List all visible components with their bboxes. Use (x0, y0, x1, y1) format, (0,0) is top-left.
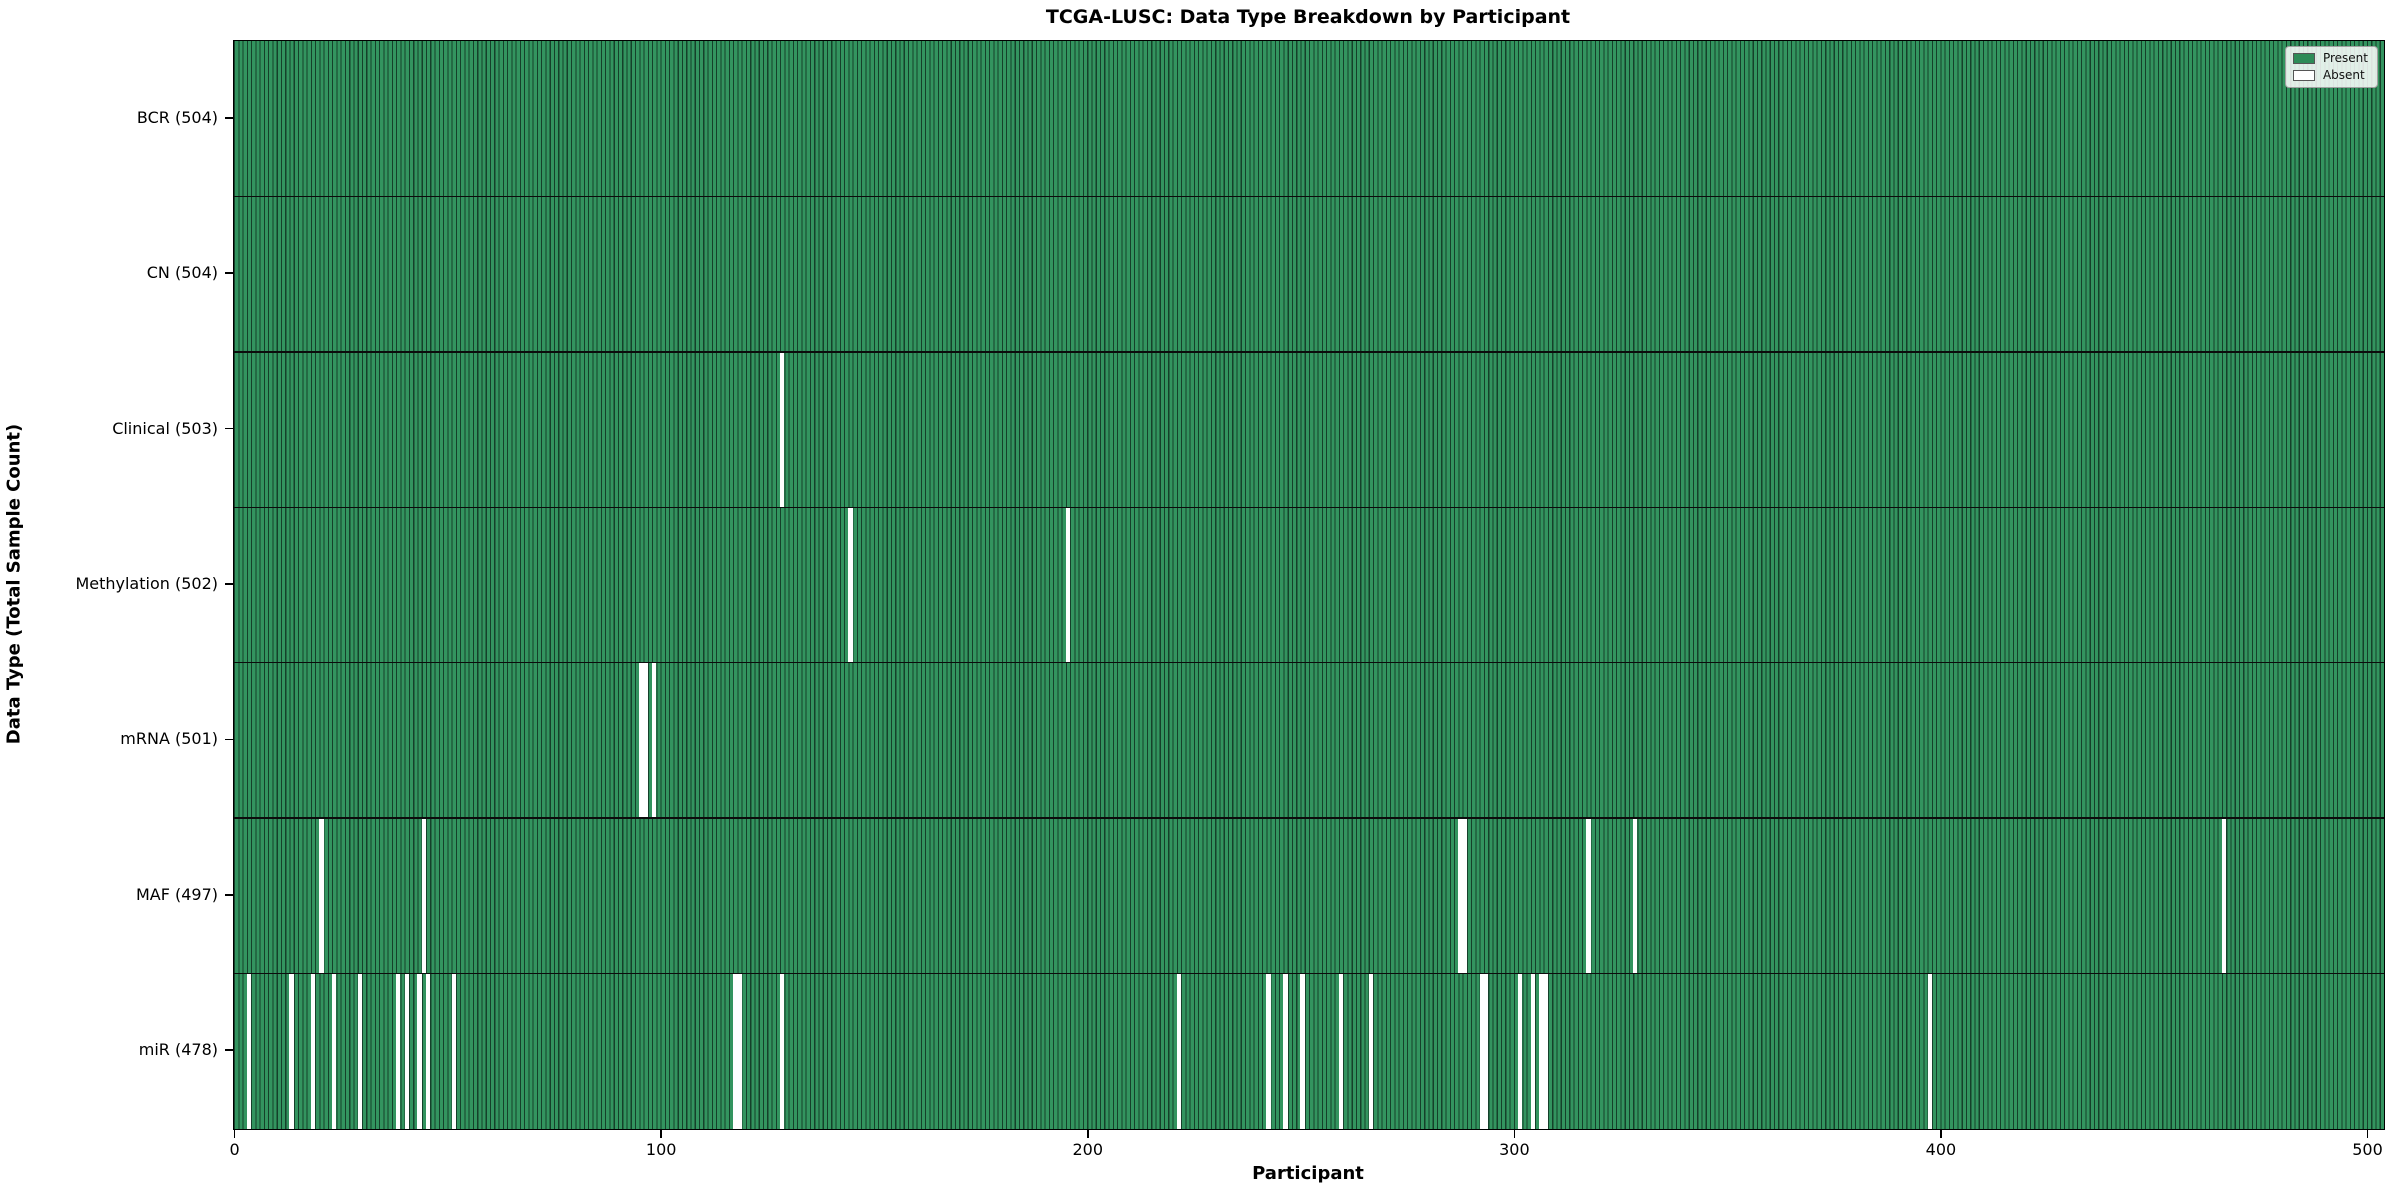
plot-area: Present Absent (233, 40, 2385, 1130)
absent-mark-mir-266 (1368, 973, 1373, 1129)
y-tick-mark (225, 894, 233, 896)
absent-mark-mir-221 (1176, 973, 1182, 1129)
absent-mark-maf-44 (421, 818, 426, 974)
absent-mark-mir-292 (1479, 973, 1484, 1129)
absent-mark-mir-397 (1927, 973, 1932, 1129)
x-tick-label-300: 300 (1499, 1140, 1530, 1159)
x-tick-mark (1086, 1130, 1089, 1138)
absent-mark-methylation-144 (848, 507, 853, 663)
y-tick-mark (225, 427, 233, 430)
absent-mark-mrna-96 (643, 662, 648, 819)
absent-mark-mir-259 (1338, 973, 1344, 1129)
y-tick-mark (225, 272, 233, 274)
y-tick-mark (225, 1049, 233, 1052)
absent-mark-mir-40 (404, 973, 409, 1129)
x-tick-label-200: 200 (1072, 1140, 1104, 1159)
row-separator (234, 351, 2384, 353)
absent-mark-mir-128 (780, 973, 785, 1129)
heatmap-row-cn (234, 196, 2384, 352)
x-tick-mark (660, 1130, 662, 1138)
y-tick-mark (225, 116, 233, 119)
absent-mark-mir-293 (1483, 973, 1489, 1129)
y-tick-mark (225, 738, 233, 741)
absent-mark-maf-288 (1462, 818, 1467, 974)
absent-mark-mir-23 (332, 973, 337, 1129)
absent-mark-mir-246 (1283, 973, 1288, 1129)
absent-mark-maf-328 (1633, 818, 1638, 974)
absent-mark-mir-304 (1530, 973, 1536, 1129)
heatmap-row-clinical (234, 351, 2384, 508)
absent-mark-mir-43 (417, 973, 422, 1129)
x-tick-label-100: 100 (645, 1140, 677, 1159)
absent-mark-maf-317 (1586, 818, 1591, 974)
chart-title: TCGA-LUSC: Data Type Breakdown by Partic… (1045, 6, 1571, 28)
legend-swatch-present (2292, 53, 2315, 64)
absent-mark-mir-3 (246, 973, 252, 1129)
absent-mark-mir-18 (310, 973, 316, 1129)
absent-mark-mir-13 (289, 973, 294, 1129)
absent-mark-mir-29 (357, 973, 362, 1129)
legend-item-present: Present (2292, 51, 2368, 65)
legend-label-present: Present (2322, 51, 2368, 65)
y-tick-label-mir: miR (478) (138, 1040, 218, 1060)
legend-swatch-absent (2292, 70, 2315, 81)
legend: Present Absent (2284, 46, 2378, 88)
absent-mark-clinical-128 (780, 351, 785, 508)
absent-mark-mrna-98 (652, 662, 657, 819)
absent-mark-mir-38 (396, 973, 401, 1129)
y-tick-label-clinical: Clinical (503) (112, 418, 218, 438)
absent-mark-mir-117 (733, 973, 738, 1129)
absent-mark-mir-306 (1539, 973, 1544, 1129)
absent-mark-maf-20 (319, 818, 324, 974)
y-axis-title: Data Type (Total Sample Count) (3, 423, 25, 745)
x-tick-label-500: 500 (2352, 1140, 2383, 1159)
x-tick-mark (1940, 1130, 1942, 1138)
y-tick-label-cn: CN (504) (146, 263, 218, 283)
legend-item-absent: Absent (2292, 68, 2368, 82)
y-tick-label-mrna: mRNA (501) (120, 729, 218, 749)
row-separator (234, 817, 2384, 819)
x-tick-mark (233, 1130, 236, 1138)
absent-mark-maf-466 (2221, 818, 2227, 974)
absent-mark-mir-242 (1266, 973, 1271, 1129)
legend-label-absent: Absent (2322, 68, 2365, 82)
heatmap-row-bcr (234, 41, 2384, 197)
x-tick-label-400: 400 (1925, 1140, 1957, 1159)
y-tick-label-bcr: BCR (504) (136, 107, 218, 127)
row-separator (234, 195, 2384, 198)
absent-mark-mir-118 (737, 973, 742, 1129)
row-separator (234, 972, 2384, 975)
x-tick-mark (1513, 1130, 1516, 1138)
y-tick-label-methylation: Methylation (502) (75, 574, 218, 593)
absent-mark-mir-51 (451, 973, 456, 1129)
row-separator (234, 662, 2384, 664)
absent-mark-mir-45 (425, 973, 431, 1129)
x-tick-label-0: 0 (229, 1140, 240, 1159)
row-separator (234, 506, 2384, 508)
absent-mark-mir-250 (1300, 973, 1305, 1129)
heatmap-row-mrna (234, 662, 2384, 819)
absent-mark-mrna-95 (639, 662, 644, 819)
heatmap-row-maf (234, 818, 2384, 974)
x-axis-title: Participant (1252, 1163, 1364, 1184)
absent-mark-maf-287 (1458, 818, 1463, 974)
heatmap-row-mir (234, 973, 2384, 1129)
absent-mark-mir-307 (1543, 973, 1548, 1129)
absent-mark-mir-301 (1518, 973, 1523, 1129)
heatmap-row-methylation (234, 507, 2384, 663)
absent-mark-methylation-195 (1065, 507, 1071, 663)
y-tick-label-maf: MAF (497) (135, 884, 218, 904)
x-tick-mark (2366, 1130, 2369, 1138)
y-tick-mark (225, 583, 233, 585)
